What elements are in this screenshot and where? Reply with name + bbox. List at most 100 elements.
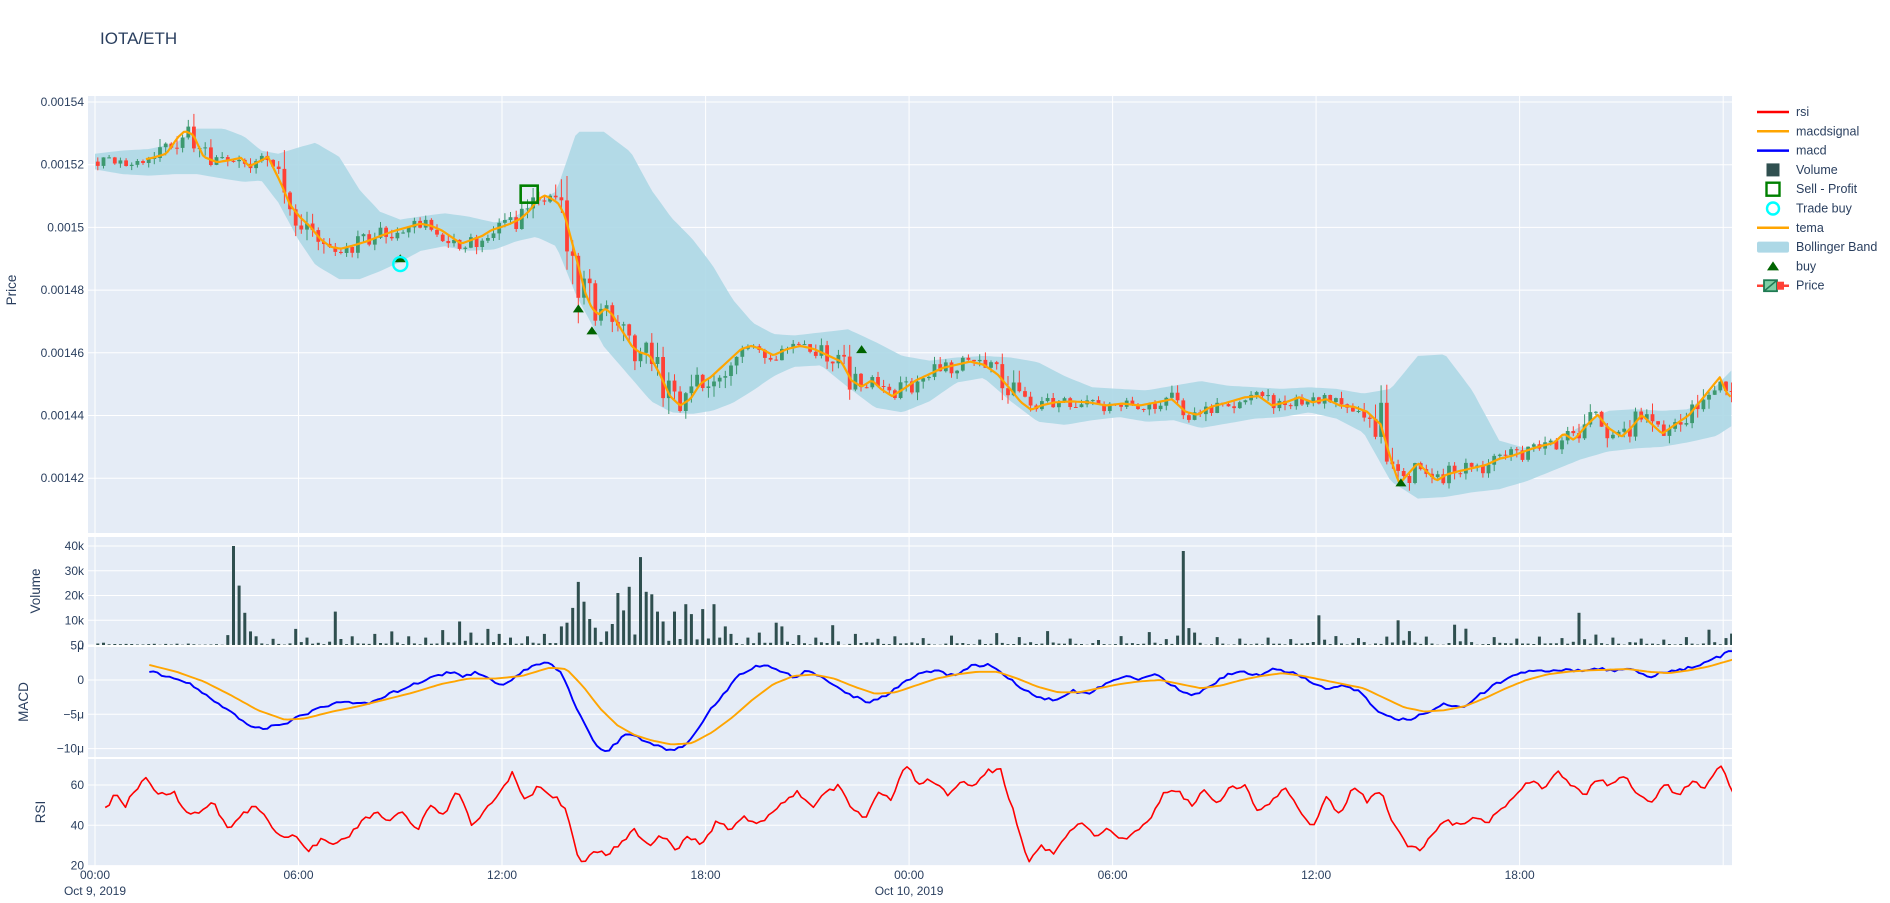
candle-body <box>1401 471 1406 476</box>
volume-bar <box>887 644 891 645</box>
volume-bar <box>769 642 773 645</box>
legend-item-macd[interactable]: macd <box>1757 144 1827 158</box>
candle-body <box>254 161 258 169</box>
legend-item-macdsignal[interactable]: macdsignal <box>1757 124 1859 138</box>
legend-item-bollinger-band[interactable]: Bollinger Band <box>1757 240 1877 254</box>
candle-body <box>763 350 767 358</box>
candle-body <box>1464 462 1468 474</box>
volume-bar <box>1713 642 1717 645</box>
legend-item-rsi[interactable]: rsi <box>1757 105 1809 119</box>
volume-bar <box>328 641 332 645</box>
volume-pane-bg[interactable] <box>88 537 1732 645</box>
candle-body <box>1017 382 1022 392</box>
volume-bar <box>791 644 795 645</box>
sell-profit-marker[interactable] <box>519 184 539 204</box>
volume-bar <box>379 643 382 645</box>
candle-body <box>740 348 745 357</box>
legend-item-price[interactable]: Price <box>1757 279 1825 293</box>
macd-tick-label: −10μ <box>57 742 84 756</box>
volume-bar <box>435 643 439 645</box>
candle-body <box>1096 400 1101 405</box>
candle-body <box>209 147 213 165</box>
volume-bar <box>1532 644 1536 645</box>
candle-body <box>1164 397 1169 406</box>
candle-body <box>1684 423 1689 425</box>
x-tick-label: 12:00 <box>1301 868 1331 882</box>
volume-bar <box>1566 643 1570 645</box>
volume-bar <box>147 644 151 645</box>
candle-body <box>152 158 157 159</box>
volume-bar <box>1057 643 1061 645</box>
volume-bar <box>1509 643 1513 645</box>
candle-body <box>344 247 349 253</box>
volume-bar <box>1340 643 1343 645</box>
volume-bar <box>1334 636 1338 645</box>
volume-bar <box>1311 642 1315 645</box>
rsi-plot-area[interactable] <box>104 765 1733 863</box>
buy-marker[interactable] <box>856 345 868 354</box>
candle-body <box>1028 396 1033 406</box>
buy-marker[interactable] <box>572 304 584 313</box>
candle-body <box>310 223 315 231</box>
volume-bar <box>463 640 467 645</box>
trade-buy-marker[interactable] <box>392 255 409 273</box>
legend-item-label: tema <box>1796 221 1824 235</box>
legend-item-buy[interactable]: buy <box>1767 259 1817 273</box>
volume-bar <box>966 644 970 645</box>
candle-body <box>299 225 304 230</box>
rsi-axis-title: RSI <box>33 801 48 824</box>
volume-bar <box>254 636 258 645</box>
candle-body <box>627 324 632 336</box>
volume-bar <box>1645 643 1649 645</box>
candle-body <box>994 362 999 365</box>
candle-body <box>881 386 886 387</box>
volume-bar <box>955 643 959 645</box>
candle-body <box>553 195 558 198</box>
legend-item-tema[interactable]: tema <box>1757 221 1824 235</box>
volume-bar <box>1470 642 1474 645</box>
candle-body <box>1328 395 1333 403</box>
candle-body <box>129 164 134 166</box>
volume-bar <box>1080 644 1083 645</box>
volume-bar <box>237 585 241 645</box>
candle-body <box>1334 398 1338 403</box>
volume-bar <box>865 642 869 645</box>
volume-bar <box>1554 643 1558 645</box>
volume-bar <box>339 639 343 645</box>
candle-body <box>1119 404 1123 407</box>
candle-body <box>1153 403 1157 409</box>
legend-item-volume[interactable]: Volume <box>1766 163 1838 177</box>
candle-body <box>1656 421 1660 425</box>
rsi-pane-bg[interactable] <box>88 759 1732 866</box>
candle-body <box>1362 411 1367 418</box>
legend-item-trade-buy[interactable]: Trade buy <box>1765 201 1853 216</box>
volume-bar <box>836 641 840 645</box>
candle-body <box>1588 412 1593 425</box>
volume-bar <box>1328 644 1332 645</box>
volume-bar <box>305 637 309 645</box>
volume-bar <box>1006 644 1010 645</box>
price-plot-area[interactable] <box>95 113 1734 499</box>
buy-marker[interactable] <box>586 326 598 335</box>
candle-body <box>955 370 959 374</box>
volume-bar <box>1074 643 1078 645</box>
candle-body <box>661 357 665 399</box>
volume-bar <box>395 642 399 645</box>
candle-body <box>491 233 496 238</box>
volume-bar <box>1119 636 1123 645</box>
volume-bar <box>814 637 818 645</box>
volume-bar <box>899 643 903 645</box>
volume-bar <box>1170 643 1174 645</box>
candle-body <box>1707 394 1711 400</box>
volume-tick-label: 10k <box>65 613 85 627</box>
macd-plot-area[interactable] <box>149 650 1732 753</box>
volume-bar <box>1181 551 1185 645</box>
volume-bar <box>763 642 767 645</box>
volume-bar <box>622 610 626 645</box>
legend-item-sell-profit[interactable]: Sell - Profit <box>1765 181 1858 197</box>
buy-marker[interactable] <box>1395 478 1407 487</box>
volume-bar <box>1108 644 1112 645</box>
candle-body <box>1237 402 1242 409</box>
volume-bar <box>1362 642 1366 645</box>
